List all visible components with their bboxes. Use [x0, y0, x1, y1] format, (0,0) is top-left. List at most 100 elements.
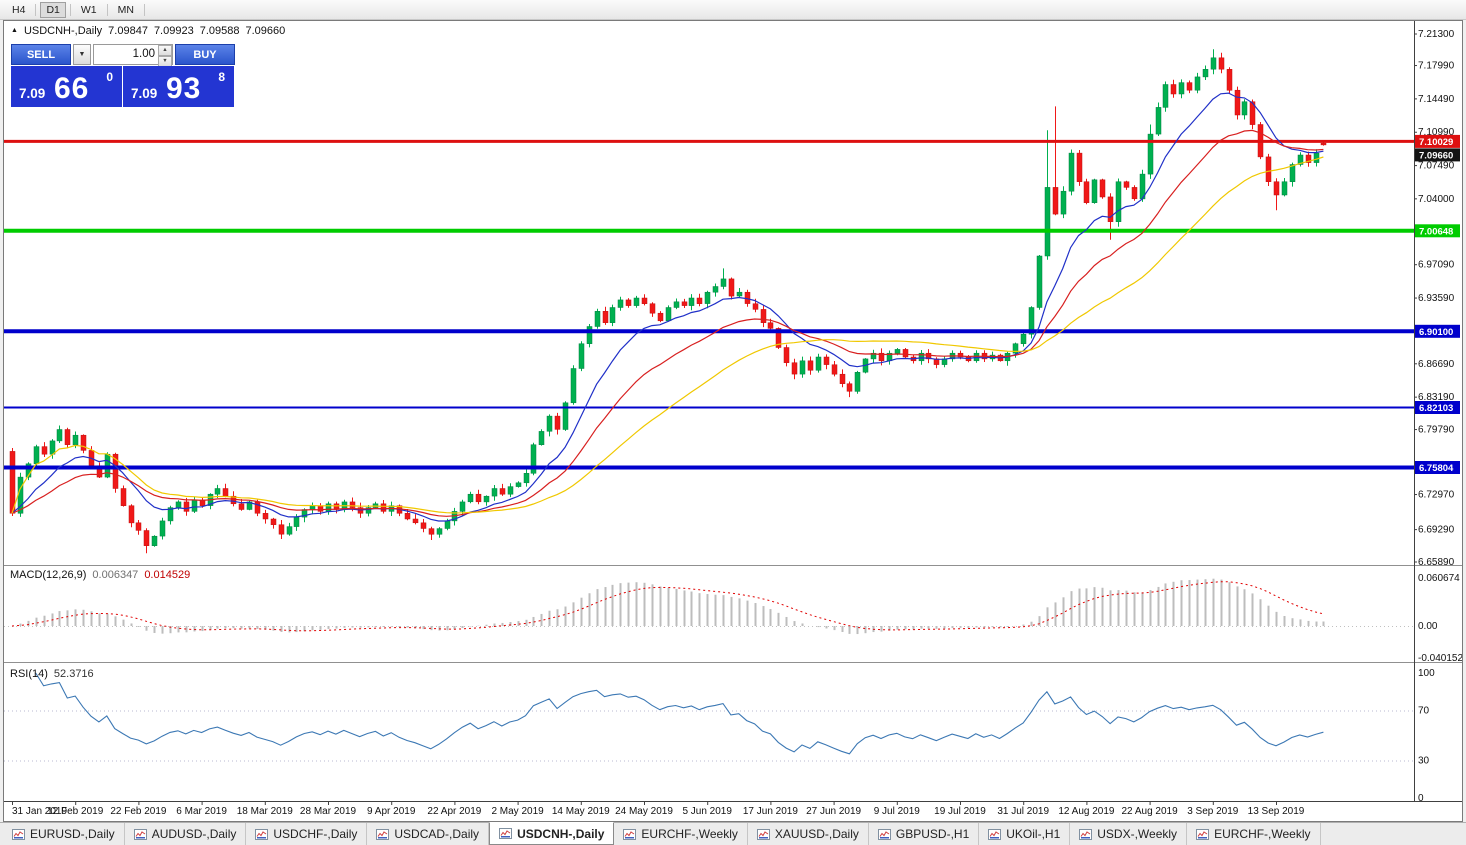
chart-tab-xauusd-daily[interactable]: XAUUSD-,Daily	[748, 823, 869, 845]
chart-thumbnail-icon	[1079, 828, 1093, 840]
svg-text:7.10990: 7.10990	[1418, 127, 1455, 138]
macd-label: MACD(12,26,9) 0.006347 0.014529	[10, 569, 190, 581]
toolbar-separator	[143, 3, 145, 16]
svg-text:6.65890: 6.65890	[1418, 557, 1455, 568]
svg-text:7.04000: 7.04000	[1418, 194, 1455, 205]
sell-button[interactable]: SELL	[11, 44, 71, 65]
svg-text:9 Jul 2019: 9 Jul 2019	[874, 806, 921, 817]
ohlc-open: 7.09847	[108, 25, 148, 37]
svg-text:7.00648: 7.00648	[1419, 226, 1453, 237]
svg-text:6.79790: 6.79790	[1418, 425, 1455, 436]
svg-text:22 Feb 2019: 22 Feb 2019	[110, 806, 167, 817]
timeframe-button-w1[interactable]: W1	[75, 2, 103, 18]
chart-tab-usdx-weekly[interactable]: USDX-,Weekly	[1070, 823, 1188, 845]
svg-text:28 Mar 2019: 28 Mar 2019	[300, 806, 357, 817]
timeframe-button-mn[interactable]: MN	[112, 2, 140, 18]
chart-tab-eurusd-daily[interactable]: EURUSD-,Daily	[3, 823, 125, 845]
rsi-label: RSI(14) 52.3716	[10, 668, 94, 680]
chart-tab-eurchf-weekly[interactable]: EURCHF-,Weekly	[1187, 823, 1321, 845]
svg-text:RSI(14)52.3716: RSI(14) 52.3716	[10, 668, 94, 680]
ma-fast-line	[11, 92, 1324, 522]
chart-title: ▲ USDCNH-,Daily 7.09847 7.09923 7.09588 …	[11, 25, 285, 37]
chart-tab-usdcad-daily[interactable]: USDCAD-,Daily	[367, 823, 490, 845]
buy-button[interactable]: BUY	[175, 44, 235, 65]
chart-tab-label: EURCHF-,Weekly	[1214, 827, 1311, 841]
ma-slow-line	[11, 156, 1324, 514]
svg-text:7.21300: 7.21300	[1418, 29, 1455, 40]
bid-price-display[interactable]: 7.09 66 0	[11, 66, 122, 107]
bid-price-pipette: 0	[106, 70, 113, 84]
svg-text:6.86690: 6.86690	[1418, 359, 1455, 370]
volume-increase-icon[interactable]: ▲	[158, 45, 172, 56]
volume-dropdown-button[interactable]: ▼	[73, 44, 91, 65]
svg-text:7.10029: 7.10029	[1419, 137, 1453, 148]
chart-tab-audusd-daily[interactable]: AUDUSD-,Daily	[125, 823, 247, 845]
candlestick-series	[9, 49, 1327, 554]
chart-tab-ukoil-h1[interactable]: UKOil-,H1	[979, 823, 1071, 845]
chart-tab-gbpusd-h1[interactable]: GBPUSD-,H1	[869, 823, 980, 845]
chart-tab-label: XAUUSD-,Daily	[774, 827, 859, 841]
svg-text:7.17990: 7.17990	[1418, 61, 1455, 72]
chart-window: 7.21300 7.17990 7.14490 7.10990 7.07490 7.040…	[3, 20, 1463, 822]
price-chart-canvas[interactable]: 7.21300 7.17990 7.14490 7.10990 7.07490 7.040…	[4, 21, 1462, 821]
svg-text:0: 0	[1418, 793, 1424, 804]
svg-text:12 Aug 2019: 12 Aug 2019	[1058, 806, 1115, 817]
ask-price-pipette: 8	[218, 70, 225, 84]
chart-tab-label: EURCHF-,Weekly	[641, 827, 738, 841]
ask-price-prefix: 7.09	[131, 86, 158, 101]
timeframe-button-h4[interactable]: H4	[6, 2, 31, 18]
svg-text:6.72970: 6.72970	[1418, 490, 1455, 501]
toolbar-separator	[106, 3, 108, 16]
svg-text:5 Jun 2019: 5 Jun 2019	[682, 806, 732, 817]
svg-text:-0.040152: -0.040152	[1418, 653, 1462, 664]
svg-text:6 Mar 2019: 6 Mar 2019	[176, 806, 227, 817]
chart-tab-eurchf-weekly[interactable]: EURCHF-,Weekly	[614, 823, 748, 845]
volume-value[interactable]: 1.00	[132, 48, 155, 60]
svg-text:6.75804: 6.75804	[1419, 463, 1454, 474]
ask-price-display[interactable]: 7.09 93 8	[123, 66, 234, 107]
current-price-badge	[1415, 148, 1460, 162]
svg-text:22 Apr 2019: 22 Apr 2019	[427, 806, 481, 817]
chart-tab-label: GBPUSD-,H1	[895, 827, 970, 841]
chart-tab-label: USDCAD-,Daily	[394, 827, 480, 841]
chart-thumbnail-icon	[499, 828, 513, 839]
level-badge-7.10029	[1415, 134, 1460, 148]
price-axis[interactable]: 7.21300 7.17990 7.14490 7.10990 7.07490 7.040…	[1414, 29, 1455, 568]
svg-text:18 Mar 2019: 18 Mar 2019	[237, 806, 294, 817]
macd-histogram	[19, 578, 1325, 635]
bid-price-big-digits: 66	[54, 72, 90, 105]
svg-text:7.09660: 7.09660	[1419, 150, 1453, 161]
chart-tab-usdcnh-daily[interactable]: USDCNH-,Daily	[489, 822, 615, 845]
svg-text:14 May 2019: 14 May 2019	[552, 806, 610, 817]
chart-tab-label: AUDUSD-,Daily	[151, 827, 237, 841]
ohlc-high: 7.09923	[153, 25, 194, 37]
svg-text:9 Apr 2019: 9 Apr 2019	[367, 806, 416, 817]
chart-tab-label: USDX-,Weekly	[1097, 827, 1178, 841]
chart-thumbnail-icon	[255, 828, 269, 840]
svg-text:13 Sep 2019: 13 Sep 2019	[1248, 806, 1305, 817]
ohlc-low: 7.09588	[199, 25, 240, 37]
price-badges: 7.10029 7.00648 6.90100 6.82103 6.75804 7.096…	[1415, 134, 1460, 474]
svg-text:24 May 2019: 24 May 2019	[615, 806, 673, 817]
volume-stepper: ▲ ▼	[158, 45, 172, 67]
chart-tab-label: UKOil-,H1	[1006, 827, 1061, 841]
one-click-trading-panel: SELL ▼ 1.00 ▲ ▼ BUY 7.09 66 0 7.09 93 8	[11, 44, 235, 107]
timeframe-button-d1[interactable]: D1	[40, 1, 66, 18]
rsi-line	[35, 672, 1324, 755]
ohlc-close: 7.09660	[245, 25, 286, 37]
timeframe-toolbar: H4 D1 W1 MN	[0, 0, 1466, 20]
volume-field[interactable]: 1.00 ▲ ▼	[93, 44, 173, 67]
collapse-arrow-icon[interactable]: ▲	[11, 26, 18, 34]
svg-text:0.060674: 0.060674	[1418, 573, 1460, 584]
svg-text:3 Sep 2019: 3 Sep 2019	[1187, 806, 1239, 817]
svg-text:27 Jun 2019: 27 Jun 2019	[806, 806, 861, 817]
ask-price-big-digits: 93	[166, 72, 202, 105]
svg-text:31 Jan 2019: 31 Jan 2019	[12, 806, 67, 817]
chart-tabs-bar: EURUSD-,Daily AUDUSD-,Daily USDCHF-,Daily U…	[0, 822, 1466, 845]
macd-axis: 0.060674 0.00 -0.040152	[1418, 573, 1462, 664]
chart-thumbnail-icon	[12, 828, 25, 840]
svg-text:6.83190: 6.83190	[1418, 392, 1455, 403]
bid-price-prefix: 7.09	[19, 86, 46, 101]
chart-tab-usdchf-daily[interactable]: USDCHF-,Daily	[246, 823, 368, 845]
